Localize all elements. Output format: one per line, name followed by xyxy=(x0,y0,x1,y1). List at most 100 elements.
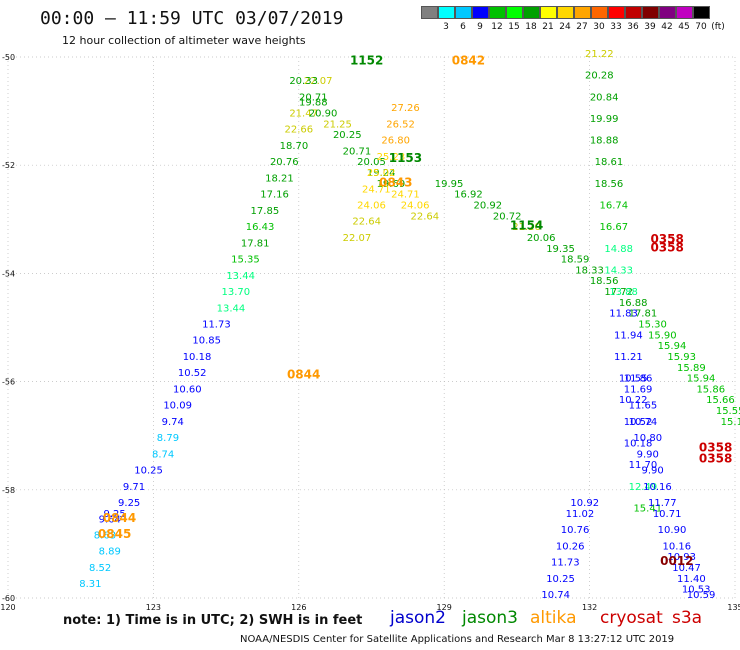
wave-height-label: 11.40 xyxy=(677,574,706,585)
color-scale-bar xyxy=(421,6,710,19)
track-time-marker: 0844 xyxy=(287,367,320,381)
y-tick-label: -54 xyxy=(2,269,15,278)
x-tick-label: 132 xyxy=(582,603,597,612)
track-time-marker: 0358 xyxy=(699,441,732,455)
wave-height-label: 11.73 xyxy=(551,558,580,569)
wave-height-label: 10.26 xyxy=(556,541,585,552)
page-subtitle: 12 hour collection of altimeter wave hei… xyxy=(62,34,306,47)
wave-height-label: 18.59 xyxy=(561,255,590,266)
color-swatch xyxy=(676,6,693,19)
satellite-legend-jason2: jason2 xyxy=(390,608,446,628)
wave-height-label: 10.74 xyxy=(629,417,658,428)
wave-height-label: 20.90 xyxy=(309,109,338,120)
wave-height-label: 24.71 xyxy=(391,190,420,201)
wave-height-label: 21.20 xyxy=(512,222,541,233)
x-tick-label: 120 xyxy=(0,603,15,612)
wave-height-label: 10.90 xyxy=(658,525,687,536)
wave-height-label: 27.26 xyxy=(391,103,420,114)
color-swatch xyxy=(659,6,676,19)
wave-height-label: 15.55 xyxy=(716,406,740,417)
wave-height-label: 10.53 xyxy=(682,585,711,596)
x-tick-label: 135 xyxy=(727,603,740,612)
wave-height-label: 20.05 xyxy=(357,157,386,168)
color-scale-tick: 21 xyxy=(542,22,554,32)
wave-height-label: 19.99 xyxy=(590,114,619,125)
wave-height-label: 21.25 xyxy=(323,119,352,130)
wave-height-label: 15.93 xyxy=(667,352,696,363)
wave-height-label: 8.31 xyxy=(79,579,101,590)
wave-height-label: 9.90 xyxy=(641,466,663,477)
wave-height-label: 16.43 xyxy=(246,222,275,233)
wave-height-label: 13.44 xyxy=(226,271,255,282)
wave-height-label: 11.21 xyxy=(614,352,643,363)
x-tick-label: 123 xyxy=(146,603,161,612)
color-swatch xyxy=(506,6,523,19)
wave-height-label: 15.35 xyxy=(231,255,260,266)
data-labels: 8.318.528.898.639.649.259.259.7110.258.7… xyxy=(79,49,740,601)
wave-height-label: 8.63 xyxy=(94,530,116,541)
wave-height-label: 9.25 xyxy=(118,498,140,509)
color-scale-tick: 18 xyxy=(525,22,537,32)
wave-height-label: 15.86 xyxy=(696,384,725,395)
wave-height-label: 20.76 xyxy=(270,157,299,168)
satellite-legend-s3a: s3a xyxy=(672,608,703,628)
wave-height-label: 11.65 xyxy=(629,401,658,412)
y-tick-label: -52 xyxy=(2,161,15,170)
wave-height-label: 10.25 xyxy=(134,466,163,477)
wave-height-label: 17.81 xyxy=(629,309,658,320)
wave-height-label: 15.41 xyxy=(633,503,662,514)
color-scale-tick: 36 xyxy=(627,22,639,32)
color-scale-tick: 27 xyxy=(576,22,588,32)
wave-height-label: 22.64 xyxy=(410,211,439,222)
wave-height-label: 15.94 xyxy=(687,374,716,385)
wave-height-label: 20.72 xyxy=(493,211,522,222)
color-scale-tick: 3 xyxy=(443,22,449,32)
wave-height-label: 15.30 xyxy=(638,320,667,331)
color-swatch xyxy=(693,6,710,19)
wave-height-label: 20.92 xyxy=(473,200,502,211)
footnote: note: 1) Time is in UTC; 2) SWH is in fe… xyxy=(63,613,363,628)
wave-height-label: 18.56 xyxy=(590,276,619,287)
color-swatch xyxy=(557,6,574,19)
wave-height-label: 9.64 xyxy=(99,514,121,525)
wave-height-label: 10.52 xyxy=(624,417,653,428)
x-tick-label: 129 xyxy=(437,603,452,612)
wave-height-label: 18.70 xyxy=(280,141,309,152)
wave-height-label: 24.71 xyxy=(362,184,391,195)
wave-height-label: 22.64 xyxy=(352,217,381,228)
satellite-legend-altika: altika xyxy=(530,608,577,628)
track-markers: 1152115311540842084308440844084503580358… xyxy=(98,54,732,568)
wave-height-label: 19.95 xyxy=(435,179,464,190)
wave-height-label: 10.52 xyxy=(178,368,207,379)
color-scale-tick: 45 xyxy=(678,22,690,32)
wave-height-label: 22.07 xyxy=(343,233,372,244)
wave-height-label: 16.92 xyxy=(454,190,483,201)
wave-height-label: 24.06 xyxy=(401,200,430,211)
color-scale-tick: 70 xyxy=(695,22,707,32)
wave-height-label: 8.52 xyxy=(89,563,111,574)
wave-height-label: 17.81 xyxy=(241,238,270,249)
wave-height-label: 18.33 xyxy=(575,265,604,276)
wave-height-label: 10.80 xyxy=(633,433,662,444)
wave-height-label: 19.24 xyxy=(367,168,396,179)
wave-height-label: 10.93 xyxy=(667,552,696,563)
color-scale-labels: 3 6 9 12 15 18 21 24 27 30 33 36 39 42 45 70 (ft) xyxy=(421,22,740,36)
y-tick-label: -58 xyxy=(2,486,15,495)
wave-height-label: 11.02 xyxy=(566,509,595,520)
wave-height-label: 10.18 xyxy=(624,439,653,450)
color-swatch xyxy=(438,6,455,19)
wave-height-label: 10.22 xyxy=(619,395,648,406)
wave-height-label: 11.94 xyxy=(614,330,643,341)
wave-height-label: 12.49 xyxy=(629,482,658,493)
wave-height-label: 20.71 xyxy=(343,146,372,157)
wave-height-label: 15.15 xyxy=(721,417,740,428)
wave-height-label: 16.67 xyxy=(600,222,629,233)
wave-height-label: 9.74 xyxy=(162,417,184,428)
wave-height-label: 10.47 xyxy=(672,563,701,574)
wave-height-label: 19.69 xyxy=(377,179,406,190)
wave-height-label: 18.88 xyxy=(590,136,619,147)
color-swatch xyxy=(472,6,489,19)
track-time-marker: 1152 xyxy=(350,54,383,68)
